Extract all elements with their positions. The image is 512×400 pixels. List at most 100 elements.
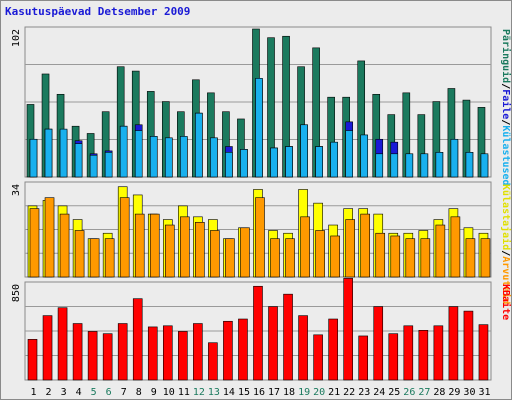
- x-tick-label: 14: [223, 387, 235, 398]
- bar-hits-külastused-9: [149, 136, 158, 178]
- legend-item-kbaite: KBaite: [500, 284, 511, 320]
- legend-item-päringuid: Päringuid: [500, 29, 511, 83]
- x-tick-label: 24: [373, 387, 385, 398]
- bar-hits-külastused-29: [450, 138, 459, 178]
- bar-visits-arvuteid-16: [255, 197, 265, 278]
- x-tick-label: 9: [151, 387, 157, 398]
- bar-visits-arvuteid-29: [450, 216, 461, 278]
- x-tick-label: 31: [478, 387, 490, 398]
- bar-hits-külastused-1: [29, 138, 38, 178]
- bar-hits-külastused-8: [134, 130, 143, 178]
- bar-visits-arvuteid-27: [420, 238, 431, 278]
- bar-hits-külastused-27: [420, 153, 429, 178]
- bar-visits-arvuteid-8: [134, 213, 145, 278]
- bar-bytes-kbaite-22: [343, 278, 353, 381]
- x-tick-label: 28: [433, 387, 445, 398]
- bar-bytes-kbaite-14: [223, 320, 233, 381]
- bar-bytes-kbaite-27: [418, 330, 429, 381]
- bar-visits-arvuteid-12: [195, 221, 205, 278]
- bar-visits-arvuteid-31: [480, 238, 491, 278]
- bar-hits-külastused-22: [345, 130, 353, 178]
- bar-visits-arvuteid-3: [59, 213, 70, 278]
- bar-hits-külastused-31: [480, 153, 489, 178]
- bar-visits-arvuteid-28: [435, 224, 446, 278]
- bar-hits-külastused-13: [210, 137, 218, 178]
- ymax-label-bytes: 850: [11, 284, 22, 302]
- legend-separator: /: [500, 250, 511, 256]
- bar-bytes-kbaite-26: [403, 325, 414, 381]
- x-tick-label: 2: [46, 387, 52, 398]
- x-tick-label: 21: [328, 387, 340, 398]
- bar-bytes-kbaite-8: [132, 298, 143, 381]
- bar-hits-külastused-12: [195, 112, 203, 178]
- bar-visits-arvuteid-1: [29, 208, 40, 278]
- x-tick-label: 7: [121, 387, 127, 398]
- bar-hits-külastused-6: [104, 152, 113, 178]
- x-tick-label: 11: [178, 387, 190, 398]
- legend-item-faile: Faile: [500, 89, 511, 119]
- bar-bytes-kbaite-9: [147, 326, 158, 381]
- legend-separator: /: [500, 83, 511, 89]
- bar-bytes-kbaite-3: [57, 307, 68, 381]
- bar-hits-külastused-5: [89, 154, 98, 178]
- x-tick-label: 10: [163, 387, 175, 398]
- bar-visits-arvuteid-21: [330, 235, 340, 278]
- bar-hits-külastused-19: [300, 124, 308, 178]
- bar-bytes-kbaite-11: [178, 331, 188, 381]
- ymax-label-hits: 102: [11, 29, 22, 47]
- x-tick-label: 25: [388, 387, 400, 398]
- bar-visits-arvuteid-5: [89, 238, 100, 278]
- bar-visits-arvuteid-24: [375, 232, 386, 278]
- bar-visits-arvuteid-20: [315, 230, 325, 278]
- x-tick-label: 22: [343, 387, 355, 398]
- bar-hits-külastused-2: [44, 128, 53, 178]
- bar-bytes-kbaite-25: [388, 333, 399, 381]
- bar-bytes-kbaite-6: [102, 333, 113, 381]
- bar-visits-arvuteid-15: [240, 227, 250, 278]
- x-tick-label: 16: [253, 387, 265, 398]
- bar-hits-külastused-7: [119, 125, 128, 178]
- bar-visits-arvuteid-23: [360, 213, 371, 278]
- bar-bytes-kbaite-5: [87, 331, 98, 381]
- bar-hits-külastused-18: [285, 146, 293, 178]
- bar-bytes-kbaite-31: [478, 324, 489, 381]
- bar-bytes-kbaite-21: [328, 318, 338, 381]
- legend-item-arvuteid: Arvuteid: [500, 256, 511, 304]
- bar-hits-külastused-30: [465, 152, 474, 178]
- bar-visits-arvuteid-19: [300, 216, 310, 278]
- legend-hits: Päringuid/Faile/Külastused: [500, 29, 511, 186]
- x-tick-label: 26: [403, 387, 415, 398]
- bar-hits-külastused-15: [240, 149, 248, 178]
- x-tick-label: 12: [193, 387, 205, 398]
- bar-visits-arvuteid-11: [180, 216, 190, 278]
- bar-bytes-kbaite-17: [268, 306, 278, 381]
- bar-hits-külastused-10: [164, 137, 173, 178]
- bar-bytes-kbaite-10: [162, 325, 173, 381]
- bar-visits-arvuteid-14: [225, 238, 235, 278]
- bar-hits-külastused-23: [360, 134, 369, 178]
- x-tick-label: 1: [31, 387, 37, 398]
- bar-hits-külastused-3: [59, 128, 68, 178]
- bar-visits-arvuteid-22: [345, 219, 355, 278]
- legend-item-külastused: Külastused: [500, 125, 511, 185]
- bar-hits-külastused-4: [74, 143, 83, 178]
- bar-hits-külastused-26: [405, 153, 414, 178]
- bar-hits-külastused-20: [315, 146, 323, 178]
- bar-bytes-kbaite-28: [433, 325, 444, 381]
- bar-hits-külastused-16: [255, 78, 263, 178]
- legend-visits: Külastajaid/Arvuteid: [500, 184, 511, 304]
- bar-hits-külastused-14: [225, 152, 233, 178]
- chart-title: Kasutuspäevad Detsember 2009: [5, 5, 190, 18]
- bar-bytes-kbaite-16: [253, 285, 263, 381]
- x-tick-label: 29: [448, 387, 460, 398]
- bar-visits-arvuteid-6: [104, 238, 115, 278]
- legend-item-külastajaid: Külastajaid: [500, 184, 511, 250]
- ymax-label-visits: 34: [11, 184, 22, 196]
- x-tick-label: 18: [283, 387, 295, 398]
- x-tick-label: 17: [268, 387, 280, 398]
- bar-visits-arvuteid-4: [74, 230, 85, 278]
- x-tick-label: 8: [136, 387, 142, 398]
- bar-bytes-kbaite-19: [298, 315, 308, 381]
